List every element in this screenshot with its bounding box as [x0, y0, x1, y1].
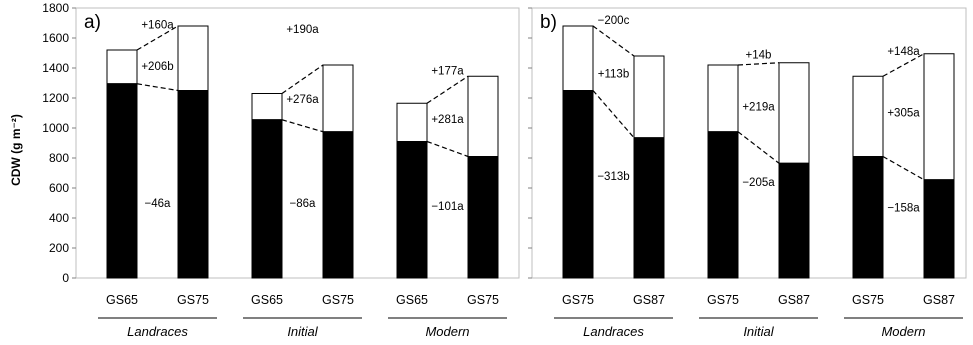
annotation-label: +281a [431, 114, 464, 126]
group-label: Initial [743, 324, 774, 339]
annotation-label: +148a [887, 46, 920, 58]
bar-lower-segment [251, 119, 283, 279]
annotation-label: +206b [141, 61, 173, 73]
category-label: GS87 [633, 293, 665, 307]
y-tick-label: 1600 [42, 31, 69, 45]
category-label: GS75 [467, 293, 499, 307]
dashed-connector [882, 155, 925, 181]
group-label: Modern [425, 324, 469, 339]
y-tick-label: 1200 [42, 91, 69, 105]
bar-lower-segment [106, 83, 138, 279]
bar-upper-segment [923, 53, 955, 181]
bar-upper-segment [177, 25, 209, 91]
dashed-connector [281, 64, 324, 94]
annotation-label: +305a [887, 107, 920, 119]
category-label: GS65 [396, 293, 428, 307]
bar-lower-segment [778, 162, 810, 279]
y-tick-label: 800 [49, 151, 69, 165]
annotation-label: −313b [597, 171, 629, 183]
annotation-label: −200c [598, 15, 630, 27]
category-label: GS87 [923, 293, 955, 307]
y-tick-label: 1800 [42, 1, 69, 15]
annotation-label: +219a [742, 101, 775, 113]
dashed-connector [136, 83, 179, 92]
bar-lower-segment [923, 179, 955, 279]
annotation-label: +160a [141, 20, 174, 32]
bar-lower-segment [852, 156, 884, 279]
y-axis-label: CDW (g m⁻²) [9, 114, 23, 186]
annotation-label: −205a [742, 177, 775, 189]
bar-lower-segment [177, 90, 209, 279]
bar-lower-segment [707, 131, 739, 279]
bar-upper-segment [562, 25, 594, 91]
category-label: GS75 [322, 293, 354, 307]
bar-lower-segment [562, 90, 594, 279]
bar-upper-segment [251, 93, 283, 121]
y-tick-label: 0 [62, 271, 69, 285]
dashed-connector [592, 90, 635, 139]
dashed-connector [592, 25, 635, 57]
annotation-label: −101a [431, 201, 464, 213]
group-label: Modern [881, 324, 925, 339]
panel-label: a) [84, 12, 101, 33]
bar-upper-segment [707, 64, 739, 133]
panel-b: b) GS75 GS87 Landraces GS75 GS87 Initial GS75 GS… [528, 7, 967, 339]
category-label: GS65 [251, 293, 283, 307]
bar-lower-segment [322, 131, 354, 279]
annotation-label: +113b [598, 68, 629, 80]
dashed-connector [426, 140, 469, 158]
y-tick-label: 400 [49, 211, 69, 225]
bar-lower-segment [396, 141, 428, 279]
panel-label: b) [540, 12, 557, 33]
dashed-connector [426, 75, 469, 104]
annotation-label: −46a [145, 198, 172, 210]
panel-a: 0 200 400 600 800 1000 1200 1400 1600 1800 a) GS65 G… [42, 1, 520, 339]
group-label: Landraces [127, 324, 188, 339]
annotation-label: +177a [431, 65, 464, 77]
y-tick-label: 1400 [42, 61, 69, 75]
bar-upper-segment [106, 49, 138, 85]
annotation-label: −86a [290, 198, 317, 210]
category-label: GS75 [852, 293, 884, 307]
category-label: GS65 [106, 293, 138, 307]
dashed-connector [737, 131, 780, 164]
annotation-label: −158a [887, 203, 920, 215]
y-tick-label: 200 [49, 241, 69, 255]
dashed-connector [281, 119, 324, 133]
y-tick-label: 1000 [42, 121, 69, 135]
bar-upper-segment [322, 64, 354, 133]
category-label: GS75 [707, 293, 739, 307]
category-label: GS75 [177, 293, 209, 307]
annotation-label: +14b [746, 50, 772, 62]
bar-upper-segment [633, 55, 665, 139]
group-label: Landraces [583, 324, 644, 339]
annotation-label: +190a [286, 24, 319, 36]
y-tick-label: 600 [49, 181, 69, 195]
annotation-label: +276a [286, 94, 319, 106]
bar-upper-segment [852, 75, 884, 157]
group-label: Initial [287, 324, 318, 339]
bar-upper-segment [467, 75, 499, 157]
category-label: GS75 [562, 293, 594, 307]
category-label: GS87 [778, 293, 810, 307]
plot-frame [531, 7, 967, 279]
bar-upper-segment [778, 62, 810, 164]
bar-lower-segment [633, 137, 665, 279]
bar-lower-segment [467, 156, 499, 279]
plot-frame [75, 7, 520, 279]
dashed-connector [737, 62, 780, 66]
bar-upper-segment [396, 102, 428, 142]
